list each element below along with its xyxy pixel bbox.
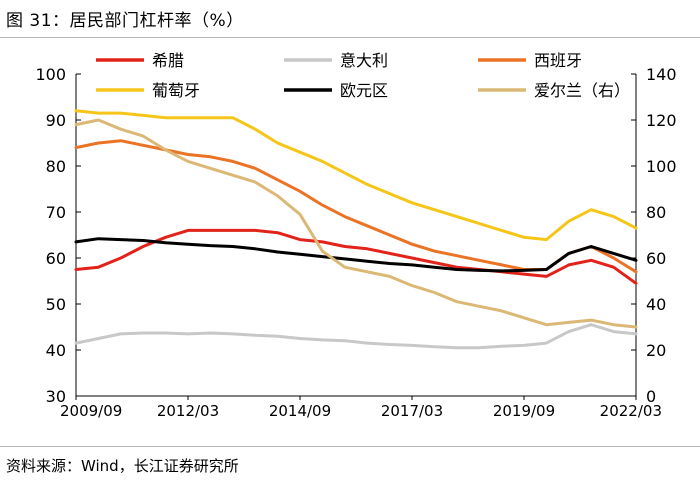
legend-label: 希腊: [152, 51, 184, 70]
figure-title: 图 31：居民部门杠杆率（%）: [6, 11, 244, 31]
left-tick-label: 90: [46, 111, 66, 130]
legend-label: 西班牙: [534, 51, 582, 70]
series-line-2: [74, 323, 638, 350]
x-tick-label: 2012/03: [157, 402, 219, 420]
x-tick-label: 2022/03: [600, 402, 662, 420]
x-tick-label: 2009/09: [60, 402, 122, 420]
x-tick-label: 2019/09: [493, 402, 555, 420]
right-tick-label: 20: [646, 341, 666, 360]
right-tick-label: 100: [646, 157, 677, 176]
legend-label: 爱尔兰（右）: [534, 81, 630, 100]
right-tick-label: 60: [646, 249, 666, 268]
series-line-5: [74, 237, 638, 273]
right-tick-label: 80: [646, 203, 666, 222]
left-tick-label: 30: [46, 387, 66, 406]
line-chart: 30 40 50 60 70 80 90 100 0 20 40 60 80 100 120 140 2009/…: [35, 51, 676, 420]
series-line-1: [74, 228, 638, 285]
series-line-6: [74, 118, 638, 329]
left-tick-label: 40: [46, 341, 66, 360]
left-tick-label: 60: [46, 249, 66, 268]
legend-label: 葡萄牙: [152, 81, 200, 100]
source-divider: [0, 446, 700, 447]
left-tick-label: 100: [35, 65, 66, 84]
right-tick-label: 120: [646, 111, 677, 130]
right-tick-label: 40: [646, 295, 666, 314]
source-note: 资料来源：Wind，长江证券研究所: [6, 457, 239, 475]
x-tick-label: 2014/09: [269, 402, 331, 420]
series-line-3: [74, 139, 638, 274]
left-tick-label: 80: [46, 157, 66, 176]
x-tick-label: 2017/03: [381, 402, 443, 420]
left-tick-label: 50: [46, 295, 66, 314]
title-divider: [0, 37, 700, 38]
series-line-4: [74, 109, 638, 242]
legend-label: 欧元区: [340, 81, 388, 100]
right-tick-label: 140: [646, 65, 677, 84]
right-tick-label: 0: [646, 387, 656, 406]
left-tick-label: 70: [46, 203, 66, 222]
chart-series: [74, 109, 638, 350]
legend-label: 意大利: [340, 51, 388, 70]
chart-axes: 30 40 50 60 70 80 90 100 0 20 40 60 80 100 120 140 2009/…: [35, 65, 676, 420]
